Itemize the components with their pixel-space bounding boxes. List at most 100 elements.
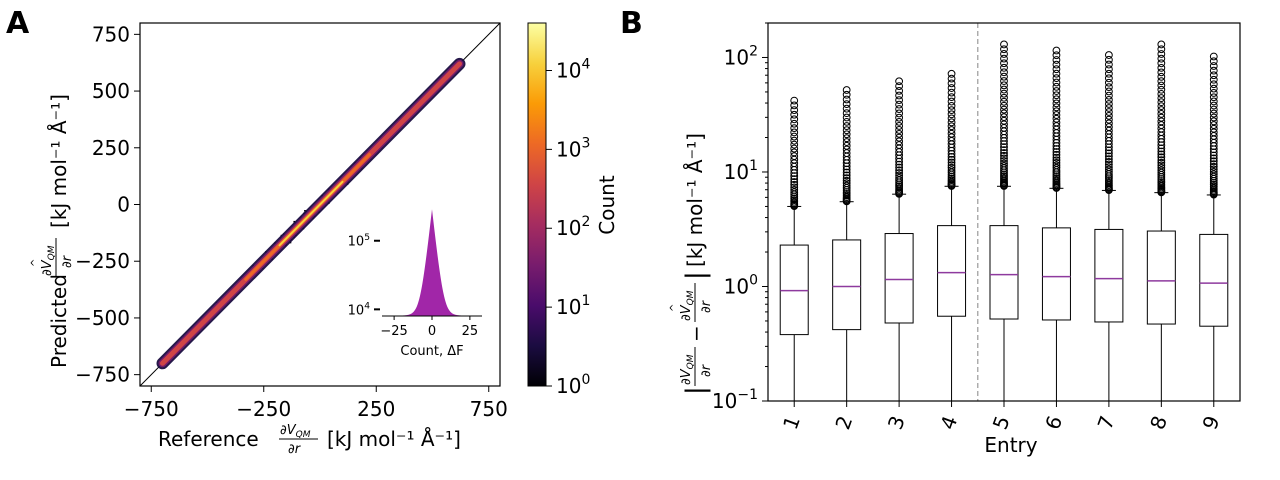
box-flier [1000, 68, 1008, 77]
boxplot-y-label: | ∂VQM ∂r − ∂VQM ^ ∂r | [kJ mol⁻¹ Å⁻¹] [669, 133, 714, 395]
box-flier [895, 122, 904, 130]
box-flier [1052, 56, 1061, 64]
box-flier [1157, 153, 1166, 162]
box-flier [1104, 55, 1113, 64]
box-flier [790, 175, 799, 184]
boxplot-x-tick-label: 5 [988, 413, 1015, 433]
box-flier [1104, 95, 1113, 104]
colorbar-tick-label: 101 [556, 293, 590, 319]
box-flier [842, 168, 851, 177]
box-flier [1209, 93, 1218, 102]
box-flier [1209, 151, 1218, 160]
box-flier [842, 145, 851, 154]
box-flier [895, 141, 904, 149]
box-flier [1157, 98, 1166, 107]
box-flier [1157, 50, 1166, 58]
box-flier [842, 176, 851, 185]
box-flier [842, 179, 851, 188]
box-flier [790, 194, 799, 203]
box-entry-6 [1041, 46, 1071, 401]
box-flier [1000, 140, 1008, 149]
parity-x-tick-label: −250 [236, 397, 291, 421]
box-flier [1052, 145, 1061, 153]
box-flier [790, 136, 799, 145]
box-iqr [1041, 227, 1071, 321]
box-flier [842, 130, 851, 139]
box-flier [1209, 113, 1218, 122]
box-flier [1052, 69, 1061, 78]
box-flier [1052, 161, 1061, 170]
box-flier [1000, 77, 1008, 85]
box-flier [1000, 81, 1008, 90]
box-flier [790, 183, 799, 192]
box-flier [947, 114, 956, 123]
box-flier [1000, 157, 1008, 165]
boxplot-y-frac1-den: ∂r [699, 363, 714, 377]
box-entry-7 [1094, 51, 1124, 401]
box-flier [1209, 128, 1218, 137]
box-flier [1157, 77, 1166, 86]
box-flier [1104, 87, 1113, 96]
box-flier [790, 172, 799, 181]
box-flier [1209, 75, 1218, 84]
box-flier [790, 115, 799, 124]
box-flier [1104, 69, 1113, 78]
boxplot-x-tick-label: 7 [1093, 413, 1120, 433]
box-flier [842, 134, 851, 143]
colorbar-label: Count [595, 175, 619, 235]
parity-core-yellow [278, 180, 344, 247]
box-flier [1157, 102, 1166, 111]
box-flier [1052, 150, 1061, 159]
box-entry-4 [937, 69, 967, 401]
box-flier [1209, 62, 1218, 70]
boxplot-x-tick-label: 2 [830, 413, 857, 433]
box-flier [1157, 161, 1166, 170]
box-flier [1157, 117, 1166, 126]
box-flier [842, 165, 851, 174]
box-flier [1000, 89, 1008, 98]
box-flier [1052, 51, 1061, 60]
box-flier [1104, 123, 1113, 131]
box-flier [1000, 50, 1008, 58]
box-flier [947, 166, 956, 175]
box-flier [947, 126, 956, 134]
box-flier [947, 161, 956, 170]
box-flier [1157, 147, 1166, 156]
box-flier [895, 137, 904, 146]
box-flier [895, 171, 904, 180]
colorbar-tick-label: 102 [556, 214, 590, 240]
box-flier [1157, 85, 1166, 94]
box-flier [947, 155, 956, 164]
box-flier [1209, 89, 1218, 97]
inset-y-tick-label: 104 [348, 302, 371, 319]
box-flier [790, 124, 799, 133]
box-flier [1157, 156, 1166, 164]
box-flier [947, 129, 956, 138]
box-flier [895, 77, 904, 86]
box-flier [895, 86, 904, 95]
box-flier [790, 180, 799, 189]
box-flier [1157, 94, 1166, 102]
box-flier [1157, 166, 1166, 175]
box-flier [790, 128, 799, 137]
box-flier [1000, 40, 1008, 49]
box-flier [1209, 160, 1218, 168]
box-flier [1052, 153, 1061, 162]
box-flier [790, 110, 799, 119]
box-flier [1052, 95, 1061, 104]
box-flier [947, 93, 956, 102]
colorbar: 100 101 102 103 104 Count [527, 22, 619, 398]
box-entry-1 [779, 96, 809, 401]
box-flier [1000, 93, 1008, 102]
box-flier [1157, 59, 1166, 68]
box-flier [1157, 45, 1166, 54]
box-flier [1209, 121, 1218, 129]
box-flier [1104, 155, 1113, 164]
box-flier [1209, 168, 1218, 176]
box-flier [1000, 170, 1008, 179]
box-flier [1000, 149, 1008, 157]
box-flier [790, 140, 799, 149]
box-flier [1104, 111, 1113, 120]
box-flier [1209, 157, 1218, 166]
colorbar-ticks: 100 101 102 103 104 [546, 56, 590, 398]
